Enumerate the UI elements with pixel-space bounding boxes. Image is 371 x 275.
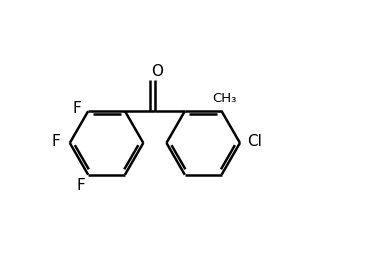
Text: O: O (152, 64, 164, 79)
Text: CH₃: CH₃ (212, 92, 236, 105)
Text: F: F (73, 101, 82, 116)
Text: F: F (52, 134, 60, 149)
Text: F: F (77, 178, 86, 193)
Text: Cl: Cl (247, 134, 262, 149)
